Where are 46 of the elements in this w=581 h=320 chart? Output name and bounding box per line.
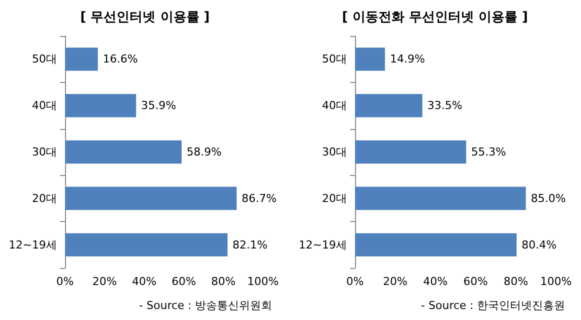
bar	[65, 94, 136, 118]
chart-title: [ 이동전화 무선인터넷 이용률 ]	[342, 10, 528, 25]
x-tick-label: 0%	[56, 275, 74, 288]
bar	[65, 48, 98, 71]
data-label: 86.7%	[242, 192, 277, 205]
bar	[65, 186, 237, 210]
data-label: 16.6%	[102, 52, 138, 66]
bar	[355, 140, 466, 164]
data-label: 55.3%	[471, 146, 506, 158]
y-tick-label: 50대	[32, 52, 57, 66]
data-label: 14.9%	[390, 52, 425, 66]
y-tick-label: 40대	[322, 99, 347, 112]
chart-title: [ 무선인터넷 이용률 ]	[80, 10, 210, 25]
x-tick-label: 20%	[382, 275, 408, 288]
x-tick-label: 80%	[504, 275, 528, 288]
x-tick-label: 80%	[211, 275, 236, 288]
y-tick-label: 20대	[322, 192, 347, 205]
x-tick-label: 60%	[463, 275, 488, 288]
bar	[355, 94, 422, 118]
x-tick-label: 60%	[172, 275, 196, 288]
text: - Source : 한국인터넷진흥원	[421, 299, 566, 312]
x-tick-label: 100%	[247, 275, 279, 288]
bar	[355, 233, 517, 256]
data-label: 33.5%	[427, 99, 462, 112]
data-label: 58.9%	[186, 146, 222, 158]
y-tick-label: 12~19세	[8, 238, 57, 252]
data-label: 85.0%	[530, 192, 566, 205]
x-tick-label: 100%	[540, 275, 572, 288]
y-tick-label: 30대	[322, 146, 347, 158]
x-tick-label: 40%	[132, 275, 156, 288]
y-tick-label: 40대	[32, 99, 57, 112]
data-label: 35.9%	[141, 99, 176, 112]
x-tick-label: 40%	[423, 275, 448, 288]
text: - Source : 방송통신위원회	[139, 299, 272, 312]
data-label: 82.1%	[232, 238, 268, 252]
x-tick-label: 20%	[92, 275, 117, 288]
bar	[355, 186, 526, 210]
bar	[65, 140, 182, 164]
y-tick-label: 20대	[32, 192, 57, 205]
y-tick-label: 50대	[322, 52, 347, 66]
y-tick-label: 30대	[32, 146, 57, 158]
y-tick-label: 12~19세	[298, 238, 347, 252]
data-label: 80.4%	[522, 238, 557, 252]
x-tick-label: 0%	[346, 275, 364, 288]
bar	[65, 233, 228, 256]
bar	[355, 48, 385, 71]
